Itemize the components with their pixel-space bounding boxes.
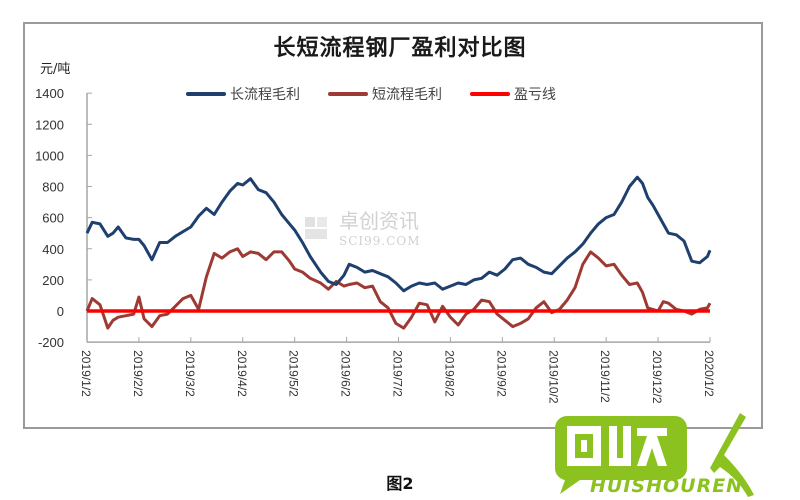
x-tick-label: 2019/5/2: [287, 350, 301, 397]
watermark-logo-icon: [305, 216, 327, 239]
legend-item-breakeven: 盈亏线: [470, 84, 556, 104]
y-axis-unit-label: 元/吨: [40, 62, 71, 77]
y-tick-label: 1200: [35, 117, 64, 132]
legend-swatch-breakeven: [470, 92, 510, 96]
y-tick-label: 600: [42, 211, 64, 226]
legend-swatch-long: [186, 92, 226, 96]
long-process-line: [85, 175, 712, 293]
x-tick-label: 2019/4/2: [235, 350, 249, 397]
huishouren-logo-icon: [554, 413, 754, 497]
y-tick-label: 800: [42, 180, 64, 195]
x-tick-label: 2019/6/2: [339, 350, 353, 397]
y-tick-label: 400: [42, 242, 64, 257]
x-tick-label: 2019/1/2: [79, 350, 93, 397]
axes: 1400 1200 1000 800 600 400 200 0 -200 2019/1/2 201…: [35, 86, 716, 404]
y-tick-label: 1400: [35, 86, 64, 101]
y-tick-label: 200: [42, 273, 64, 288]
logo-text: HUISHOUREN: [590, 475, 744, 497]
figure-caption: 图2: [386, 474, 414, 493]
chart-legend: 长流程毛利 短流程毛利 盈亏线: [186, 84, 556, 104]
x-tick-label: 2019/11/2: [598, 350, 612, 403]
x-tick-label: 2020/1/2: [702, 350, 716, 397]
watermark-cn: 卓创资讯: [339, 209, 419, 233]
y-tick-label: 0: [57, 304, 64, 319]
x-tick-label: 2019/10/2: [546, 350, 560, 404]
legend-item-short-process: 短流程毛利: [328, 84, 442, 104]
legend-label-breakeven: 盈亏线: [514, 87, 556, 103]
legend-swatch-short: [328, 92, 368, 96]
chart-title: 长短流程钢厂盈利对比图: [273, 35, 527, 61]
y-tick-label: 1000: [35, 148, 64, 163]
chart-frame: [23, 22, 763, 429]
legend-item-long-process: 长流程毛利: [186, 84, 300, 104]
short-process-line: [85, 247, 712, 330]
watermark: 卓创资讯 SCI99.COM: [305, 205, 421, 248]
legend-label-short: 短流程毛利: [372, 87, 442, 103]
x-tick-label: 2019/3/2: [183, 350, 197, 397]
x-tick-label: 2019/9/2: [494, 350, 508, 397]
watermark-en: SCI99.COM: [339, 234, 421, 248]
y-tick-label: -200: [38, 335, 64, 350]
x-tick-label: 2019/12/2: [650, 350, 664, 404]
series-lines: [85, 175, 712, 330]
legend-label-long: 长流程毛利: [230, 87, 300, 103]
x-tick-label: 2019/2/2: [131, 350, 145, 397]
x-tick-label: 2019/7/2: [391, 350, 405, 397]
x-tick-label: 2019/8/2: [442, 350, 456, 397]
